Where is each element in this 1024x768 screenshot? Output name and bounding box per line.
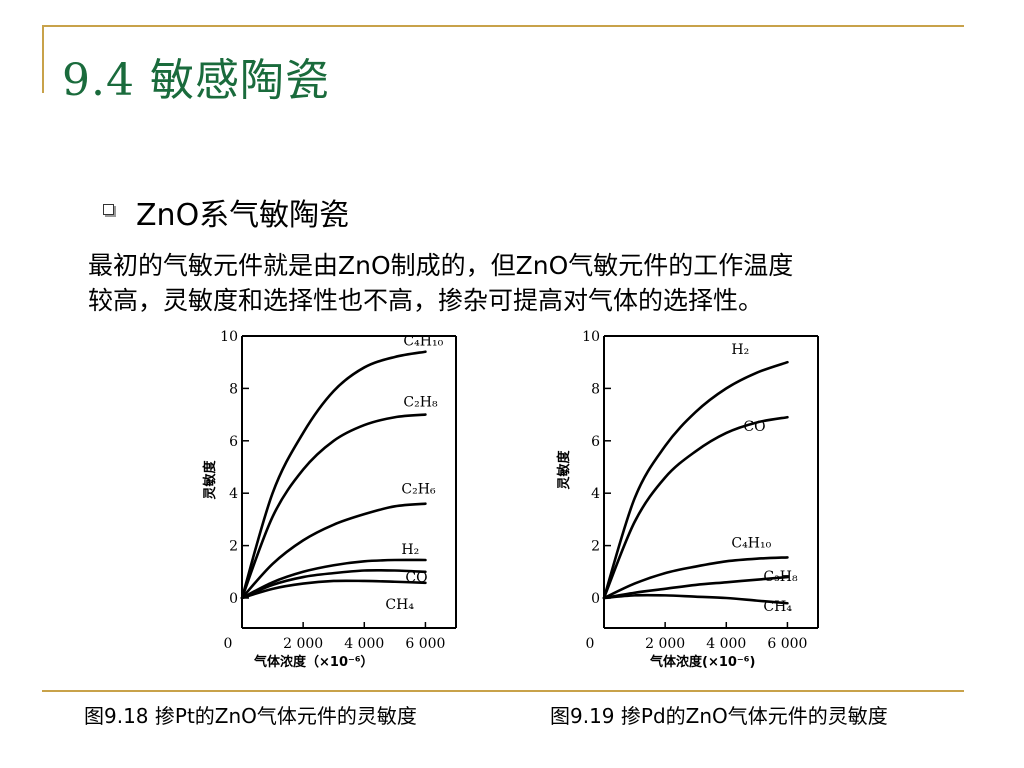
- bullet-square-icon: [103, 204, 114, 215]
- y-tick-label: 4: [591, 486, 600, 502]
- y-axis-label: 灵敏度: [556, 450, 572, 490]
- series-label-1: C₂H₈: [403, 395, 438, 411]
- series-label-0: H₂: [731, 342, 749, 358]
- bottom-rule: [42, 690, 964, 692]
- y-tick-label: 4: [229, 486, 238, 502]
- series-label-1: CO: [743, 419, 765, 435]
- series-line-3: [602, 575, 789, 600]
- series-label-2: C₂H₆: [401, 482, 436, 498]
- caption-pt: 图9.18 掺Pt的ZnO气体元件的灵敏度: [84, 704, 417, 728]
- y-tick-label: 6: [591, 434, 600, 450]
- slide-title: 9.4 敏感陶瓷: [62, 55, 330, 106]
- caption-pd: 图9.19 掺Pd的ZnO气体元件的灵敏度: [550, 704, 888, 728]
- y-tick-label: 0: [591, 591, 600, 607]
- series-line-5: [240, 579, 427, 600]
- series-line-3: [240, 558, 427, 600]
- x-tick-label: 6 000: [405, 636, 445, 652]
- left-rule: [42, 25, 44, 93]
- series-label-0: C₄H₁₀: [403, 334, 443, 350]
- y-axis-label: 灵敏度: [202, 460, 218, 500]
- x-axis-label: 气体浓度(×10⁻⁶): [650, 654, 755, 670]
- series-label-2: C₄H₁₀: [731, 535, 771, 551]
- series-label-3: C₃H₈: [763, 569, 798, 585]
- x-tick-label: 4 000: [706, 636, 746, 652]
- chart-pd-sensitivity: 0 2 4 6 8 10 0 2 000 4 000 6 000 H₂ CO C₄H₁₀ C₃H₈ CH₄ 气…: [550, 320, 830, 680]
- y-tick-label: 2: [591, 539, 600, 555]
- y-tick-label: 10: [582, 329, 600, 345]
- body-line-2: 较高，灵敏度和选择性也不高，掺杂可提高对气体的选择性。: [88, 286, 764, 315]
- series-line-4: [602, 593, 789, 605]
- series-line-2: [240, 502, 427, 600]
- x-tick-label: 4 000: [344, 636, 384, 652]
- y-tick-label: 2: [229, 539, 238, 555]
- series-line-1: [602, 415, 789, 600]
- x-tick-label: 0: [586, 636, 595, 652]
- y-tick-label: 10: [220, 329, 238, 345]
- y-tick-label: 0: [229, 591, 238, 607]
- series-label-5: CH₄: [385, 597, 414, 613]
- series-line-4: [240, 568, 427, 600]
- y-tick-label: 6: [229, 434, 238, 450]
- x-tick-label: 0: [224, 636, 233, 652]
- series-label-4: CH₄: [763, 599, 792, 615]
- series-line-0: [602, 360, 789, 600]
- x-tick-label: 2 000: [283, 636, 323, 652]
- series-label-3: H₂: [401, 542, 419, 558]
- y-tick-label: 8: [229, 381, 238, 397]
- x-tick-label: 2 000: [645, 636, 685, 652]
- series-line-1: [240, 413, 427, 600]
- body-line-1: 最初的气敏元件就是由ZnO制成的，但ZnO气敏元件的工作温度: [88, 251, 794, 280]
- series-line-2: [602, 556, 789, 600]
- x-axis-label: 气体浓度（×10⁻⁶）: [254, 654, 374, 670]
- subheading: ZnO系气敏陶瓷: [136, 198, 350, 233]
- x-tick-label: 6 000: [767, 636, 807, 652]
- series-line-0: [240, 350, 427, 600]
- top-rule: [42, 25, 964, 27]
- body-paragraph: 最初的气敏元件就是由ZnO制成的，但ZnO气敏元件的工作温度 较高，灵敏度和选择…: [88, 248, 978, 318]
- y-tick-label: 8: [591, 381, 600, 397]
